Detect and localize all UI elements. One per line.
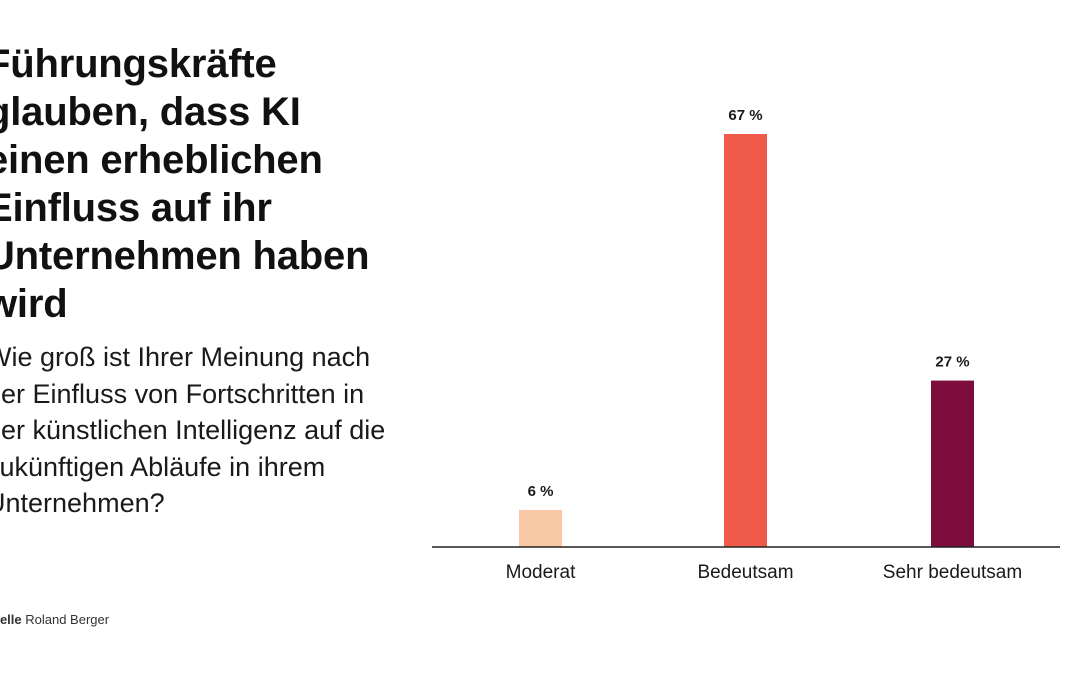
- source-label: uelle: [0, 612, 22, 627]
- bar-chart-svg: 6 % Moderat 67 % Bedeutsam 27 % Sehr bedeutsa…: [432, 107, 1060, 583]
- value-label: 67 %: [728, 107, 762, 124]
- value-label: 27 %: [935, 354, 969, 371]
- category-label: Bedeutsam: [697, 562, 793, 583]
- bar-moderat: [519, 510, 562, 547]
- source-note: uelle Roland Berger: [0, 612, 109, 627]
- value-label: 6 %: [528, 483, 554, 500]
- bar-sehr-bedeutsam: [931, 380, 974, 547]
- survey-question: Wie groß ist Ihrer Meinung nach der Einf…: [0, 342, 386, 518]
- chart-title: Führungskräfte glauben, dass KI einen er…: [0, 42, 370, 326]
- category-label: Moderat: [506, 562, 576, 583]
- source-name: Roland Berger: [25, 612, 110, 627]
- category-label: Sehr bedeutsam: [883, 562, 1022, 583]
- bar-chart: 6 % Moderat 67 % Bedeutsam 27 % Sehr bedeutsa…: [420, 90, 1070, 600]
- bar-bedeutsam: [724, 134, 767, 547]
